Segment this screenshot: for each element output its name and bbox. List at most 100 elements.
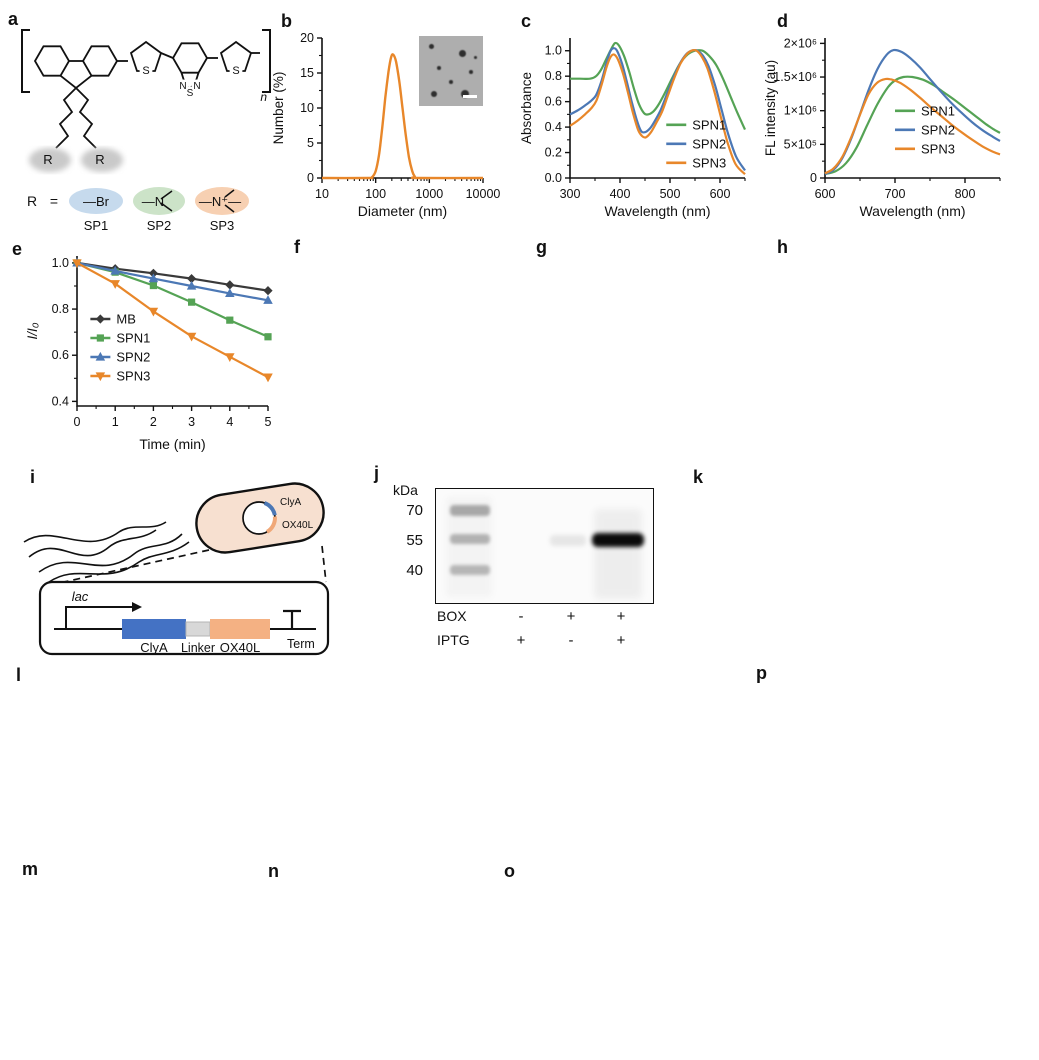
y-axis-label: FL intensity (au) bbox=[763, 60, 778, 156]
bacterium-diagram-drawing: ClyA OX40L lac ClyA Linker OX40L Term bbox=[23, 482, 330, 656]
x-tick-label: 300 bbox=[560, 187, 581, 201]
chart-c: 300 400 500 600 0.0 0.2 0.4 0.6 0.8 1.0 Wavelength… bbox=[519, 38, 747, 219]
x-tick-label: 500 bbox=[660, 187, 681, 201]
chart-b: 10 100 1000 10000 0 5 10 15 20 Diameter (nm) Numbe… bbox=[271, 31, 501, 219]
y-tick-label: 0.8 bbox=[545, 69, 562, 83]
panel-letter-i: i bbox=[30, 467, 36, 487]
mw-55-label: 55 bbox=[406, 532, 423, 549]
r-group-blob bbox=[29, 148, 71, 172]
tem-particle bbox=[474, 56, 477, 59]
series-line bbox=[321, 53, 484, 180]
data-point-marker bbox=[148, 307, 159, 317]
data-point-marker bbox=[149, 281, 158, 290]
sulfur-atom-label: S bbox=[232, 65, 239, 77]
linker-block bbox=[185, 621, 211, 637]
data-point-marker bbox=[148, 273, 159, 283]
r-group-blob bbox=[81, 148, 123, 172]
panel-e-photobleaching-chart: 0 1 2 3 4 5 0.4 0.6 0.8 1.0 Time (min) I/I₀ MB SPN1 SP… bbox=[24, 228, 280, 461]
y-tick-label: 20 bbox=[300, 31, 314, 45]
data-point-marker bbox=[225, 353, 235, 363]
clya-gene-block bbox=[122, 619, 186, 639]
x-tick-label: 0 bbox=[74, 415, 81, 429]
ladder-band-70 bbox=[450, 505, 490, 516]
y-tick-label: 0.6 bbox=[545, 95, 562, 109]
y-axis-label: Number (%) bbox=[271, 72, 286, 145]
flagella bbox=[23, 521, 190, 583]
x-tick-label: 700 bbox=[885, 187, 906, 201]
x-axis-label: Time (min) bbox=[139, 436, 205, 452]
x-tick-label: 100 bbox=[365, 187, 386, 201]
panel-letter-e: e bbox=[12, 239, 23, 259]
data-point-marker bbox=[95, 351, 106, 361]
x-tick-label: 4 bbox=[226, 415, 233, 429]
sulfur-atom-label: S bbox=[187, 88, 194, 99]
scale-bar bbox=[463, 95, 477, 98]
y-tick-label: 2×10⁶ bbox=[784, 36, 817, 50]
x-axis-label: Wavelength (nm) bbox=[859, 203, 965, 219]
x-axis-label: Diameter (nm) bbox=[358, 203, 447, 219]
legend-label: SPN2 bbox=[692, 136, 726, 151]
atom-bg bbox=[184, 86, 196, 98]
data-point-marker bbox=[264, 333, 272, 341]
x-tick-label: 800 bbox=[955, 187, 976, 201]
x-tick-label: 1000 bbox=[415, 187, 443, 201]
sp3-highlight-blob bbox=[195, 187, 249, 215]
series-line bbox=[569, 47, 746, 172]
mw-70-label: 70 bbox=[406, 502, 423, 519]
legend-label: SPN1 bbox=[921, 103, 955, 118]
terminator-label: Term bbox=[287, 637, 315, 651]
panel-letter-c: c bbox=[521, 11, 532, 31]
box-row-label: BOX bbox=[437, 608, 467, 624]
iptg-lane1-sign: + bbox=[516, 632, 526, 649]
tem-particle bbox=[469, 70, 473, 74]
ladder-band-40 bbox=[450, 565, 490, 575]
r-substituent-label: R bbox=[43, 152, 52, 167]
chart-e: 0 1 2 3 4 5 0.4 0.6 0.8 1.0 Time (min) I/I₀ MB SPN1 SP… bbox=[25, 256, 273, 452]
y-axis-label: Absorbance bbox=[519, 72, 534, 144]
panel-letter-g: g bbox=[536, 237, 547, 257]
legend-label: SPN2 bbox=[116, 350, 150, 365]
panel-f-esr-chart bbox=[288, 228, 523, 463]
plasmid-clya-label: ClyA bbox=[280, 497, 301, 508]
series-line bbox=[569, 49, 746, 175]
x-tick-label: 600 bbox=[710, 187, 731, 201]
tem-particle bbox=[429, 44, 434, 49]
x-tick-label: 600 bbox=[815, 187, 836, 201]
atom-bg bbox=[177, 79, 189, 91]
x-tick-label: 1 bbox=[112, 415, 119, 429]
panel-letter-n: n bbox=[268, 861, 279, 881]
panel-d-fluorescence-chart: 600 700 800 0 5×10⁵ 1×10⁶ 1.5×10⁶ 2×10⁶ Waveleng… bbox=[762, 8, 1008, 228]
tem-particle bbox=[459, 50, 466, 57]
box-lane3-sign: + bbox=[616, 608, 626, 625]
y-tick-label: 1.0 bbox=[52, 256, 69, 270]
panel-letter-b: b bbox=[281, 11, 292, 31]
y-tick-label: 1.5×10⁶ bbox=[773, 70, 817, 84]
box-lane1-sign: - bbox=[518, 608, 524, 625]
panel-a-structure: S N S N S R R n R = —Br —N —N⁺— SP1 SP2 bbox=[4, 6, 272, 243]
iptg-lane3-sign: + bbox=[616, 632, 626, 649]
ox40l-gene-label: OX40L bbox=[220, 640, 260, 655]
sp2-ethyl-stubs bbox=[160, 190, 173, 212]
y-tick-label: 0.4 bbox=[545, 120, 562, 134]
ox40l-gene-block bbox=[210, 619, 270, 639]
panel-b-dls-chart: 10 100 1000 10000 0 5 10 15 20 Diameter (nm) Numbe… bbox=[270, 8, 502, 228]
atom-bg bbox=[191, 79, 203, 91]
tem-particle bbox=[437, 66, 441, 70]
data-point-marker bbox=[95, 314, 105, 324]
repeat-unit-n: n bbox=[260, 90, 267, 104]
r-substituent-label: R bbox=[95, 152, 104, 167]
y-tick-label: 15 bbox=[300, 66, 314, 80]
data-point-marker bbox=[226, 316, 234, 324]
sp2-name: SP2 bbox=[147, 218, 172, 233]
series-line bbox=[824, 75, 1001, 176]
data-point-marker bbox=[95, 372, 106, 382]
sp1-highlight-blob bbox=[69, 188, 123, 214]
x-tick-label: 10000 bbox=[466, 187, 501, 201]
chart-f bbox=[288, 228, 523, 458]
sp2-bond-label: —N bbox=[142, 194, 164, 209]
atom-bg bbox=[229, 63, 243, 77]
nitrogen-atom-label: N bbox=[193, 81, 200, 92]
x-tick-label: 400 bbox=[610, 187, 631, 201]
legend-label: SPN2 bbox=[921, 122, 955, 137]
